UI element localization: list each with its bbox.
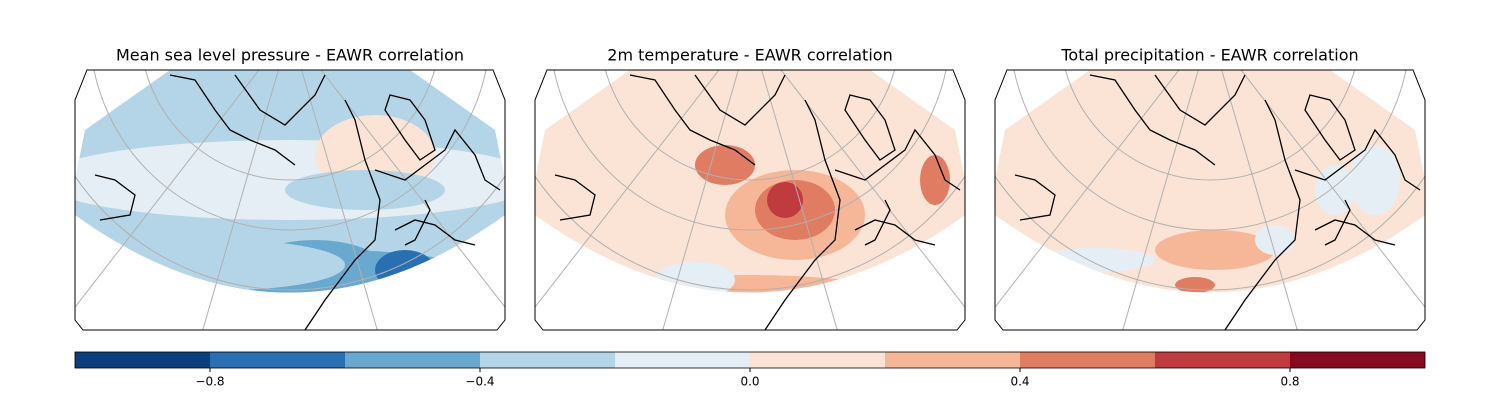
overlay bbox=[995, 70, 1425, 330]
colorbar-segment bbox=[210, 352, 345, 368]
field-contour bbox=[285, 170, 445, 210]
graticule bbox=[599, 70, 901, 181]
map-frame bbox=[74, 69, 506, 331]
field-contour bbox=[1035, 248, 1155, 272]
graticule bbox=[75, 70, 291, 330]
field-contour bbox=[1255, 225, 1295, 255]
graticule bbox=[995, 70, 1425, 291]
overlay bbox=[75, 70, 505, 330]
coastline bbox=[629, 74, 841, 330]
panel-title: 2m temperature - EAWR correlation bbox=[607, 46, 892, 65]
coastline bbox=[834, 94, 961, 191]
graticule bbox=[749, 70, 847, 330]
field-contour bbox=[920, 155, 950, 205]
field-contour bbox=[767, 182, 803, 218]
colorbar-segment bbox=[1155, 352, 1290, 368]
map-frame bbox=[534, 69, 966, 331]
colorbar-tick-label: 0.4 bbox=[1010, 375, 1029, 389]
coastline bbox=[374, 94, 501, 191]
colorbar-segment bbox=[615, 352, 750, 368]
graticule bbox=[1059, 70, 1361, 181]
field-contour bbox=[1350, 145, 1400, 215]
field-contour bbox=[375, 250, 435, 290]
field-contour bbox=[655, 262, 735, 293]
coastline bbox=[554, 174, 936, 246]
colorbar-segment bbox=[75, 352, 210, 368]
graticule bbox=[139, 70, 441, 181]
graticule bbox=[995, 70, 1211, 330]
overlay bbox=[535, 70, 965, 330]
colorbar-tick-label: −0.4 bbox=[465, 375, 494, 389]
field-base bbox=[995, 70, 1425, 293]
field-contour bbox=[695, 145, 755, 185]
graticule bbox=[749, 70, 965, 330]
graticule bbox=[193, 70, 291, 330]
graticule bbox=[653, 70, 751, 330]
field-contour bbox=[1155, 230, 1275, 270]
map-frame bbox=[994, 69, 1426, 331]
panel-title: Mean sea level pressure - EAWR correlati… bbox=[116, 46, 464, 65]
coastline bbox=[169, 74, 381, 330]
map-panel: 2m temperature - EAWR correlation bbox=[534, 46, 966, 331]
colorbar-segment bbox=[1020, 352, 1155, 368]
colorbar-tick-label: −0.8 bbox=[195, 375, 224, 389]
field-contour bbox=[105, 240, 345, 290]
panel-title: Total precipitation - EAWR correlation bbox=[1060, 46, 1358, 65]
field-contour bbox=[1175, 277, 1215, 293]
field-contour bbox=[375, 275, 455, 293]
graticule bbox=[1009, 70, 1411, 231]
field-contour bbox=[345, 265, 465, 293]
graticule bbox=[535, 70, 965, 291]
coastline bbox=[1014, 174, 1396, 246]
coastline bbox=[1294, 94, 1421, 191]
field-contour bbox=[825, 280, 905, 293]
colorbar-tick-label: 0.0 bbox=[740, 375, 759, 389]
graticule bbox=[549, 70, 951, 231]
colorbar-segment bbox=[345, 352, 480, 368]
graticule bbox=[1113, 70, 1211, 330]
graticule bbox=[535, 70, 751, 330]
field-contour bbox=[545, 290, 645, 293]
graticule bbox=[289, 70, 387, 330]
graticule bbox=[1209, 70, 1425, 330]
colorbar-segment bbox=[480, 352, 615, 368]
colorbar-segment bbox=[750, 352, 885, 368]
colorbar-segment bbox=[1290, 352, 1425, 368]
map-panel: Mean sea level pressure - EAWR correlati… bbox=[74, 46, 506, 331]
graticule bbox=[289, 70, 505, 330]
field-contour bbox=[1105, 300, 1145, 320]
graticule bbox=[89, 70, 491, 231]
coastline bbox=[1089, 74, 1301, 330]
colorbar-tick-label: 0.8 bbox=[1280, 375, 1299, 389]
colorbar-segment bbox=[885, 352, 1020, 368]
map-panel: Total precipitation - EAWR correlation bbox=[994, 46, 1426, 331]
graticule bbox=[1209, 70, 1307, 330]
coastline bbox=[94, 174, 476, 246]
graticule bbox=[75, 70, 505, 291]
